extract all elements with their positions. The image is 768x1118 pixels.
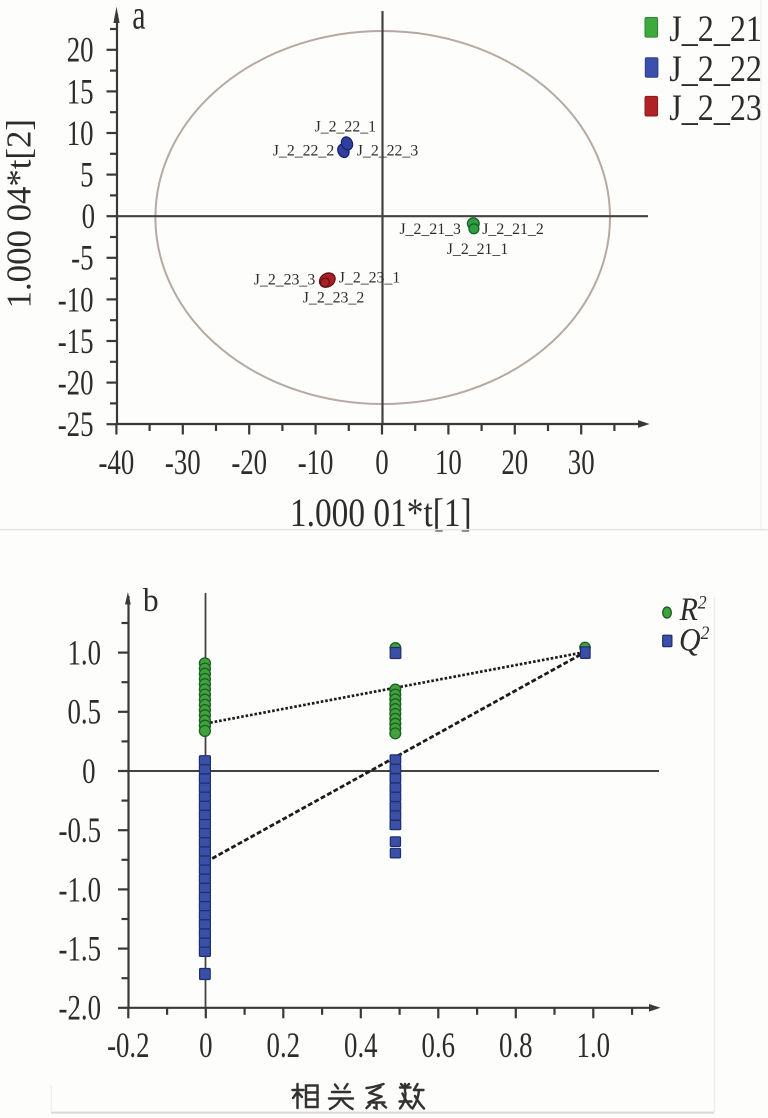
svg-text:J_2_21_3: J_2_21_3: [399, 221, 461, 238]
svg-text:0.6: 0.6: [422, 1025, 456, 1065]
svg-text:10: 10: [67, 113, 94, 153]
svg-text:-10: -10: [58, 280, 94, 320]
svg-text:-1.0: -1.0: [59, 870, 101, 910]
svg-text:0: 0: [82, 196, 95, 236]
svg-text:J_2_22_3: J_2_22_3: [357, 143, 419, 160]
svg-text:1.000 01*t[1]: 1.000 01*t[1]: [290, 490, 472, 535]
svg-text:30: 30: [568, 442, 595, 482]
svg-text:1.0: 1.0: [577, 1025, 611, 1065]
svg-text:20: 20: [67, 30, 94, 70]
svg-text:-0.5: -0.5: [59, 810, 101, 850]
svg-text:-0.2: -0.2: [107, 1025, 149, 1065]
svg-text:J_2_21: J_2_21: [669, 8, 762, 50]
svg-text:J_2_21_2: J_2_21_2: [482, 221, 544, 238]
svg-text:20: 20: [501, 442, 528, 482]
svg-text:15: 15: [67, 72, 94, 112]
svg-text:-20: -20: [58, 363, 94, 403]
svg-text:1.000 04*t[2]: 1.000 04*t[2]: [0, 119, 38, 308]
svg-text:-25: -25: [58, 404, 94, 444]
svg-text:J_2_23_1: J_2_23_1: [339, 270, 400, 287]
svg-text:-40: -40: [99, 442, 135, 482]
svg-text:J_2_22_2: J_2_22_2: [273, 143, 335, 160]
svg-text:0: 0: [199, 1025, 212, 1065]
svg-text:-30: -30: [165, 442, 201, 482]
svg-text:b: b: [143, 581, 159, 618]
svg-text:-15: -15: [58, 321, 94, 361]
svg-text:J_2_23: J_2_23: [669, 86, 762, 128]
svg-text:-2.0: -2.0: [59, 988, 101, 1028]
svg-text:0: 0: [375, 442, 388, 482]
svg-text:10: 10: [435, 442, 462, 482]
svg-text:0: 0: [82, 751, 95, 791]
svg-text:0.2: 0.2: [267, 1025, 301, 1065]
svg-text:-5: -5: [71, 238, 93, 278]
svg-text:a: a: [132, 0, 145, 38]
svg-text:J_2_22_1: J_2_22_1: [315, 119, 376, 136]
svg-text:-10: -10: [298, 442, 334, 482]
svg-text:R2: R2: [679, 591, 707, 627]
svg-text:-20: -20: [231, 442, 267, 482]
svg-text:-1.5: -1.5: [59, 929, 101, 969]
svg-text:J_2_23_3: J_2_23_3: [254, 272, 316, 289]
svg-text:5: 5: [80, 155, 93, 195]
svg-text:J_2_23_2: J_2_23_2: [303, 290, 365, 307]
svg-text:0.8: 0.8: [499, 1025, 533, 1065]
svg-text:J_2_22: J_2_22: [669, 48, 762, 90]
svg-text:1.0: 1.0: [67, 633, 101, 673]
svg-text:0.5: 0.5: [67, 692, 101, 732]
svg-text:J_2_21_1: J_2_21_1: [447, 241, 508, 258]
svg-text:0.4: 0.4: [344, 1025, 378, 1065]
